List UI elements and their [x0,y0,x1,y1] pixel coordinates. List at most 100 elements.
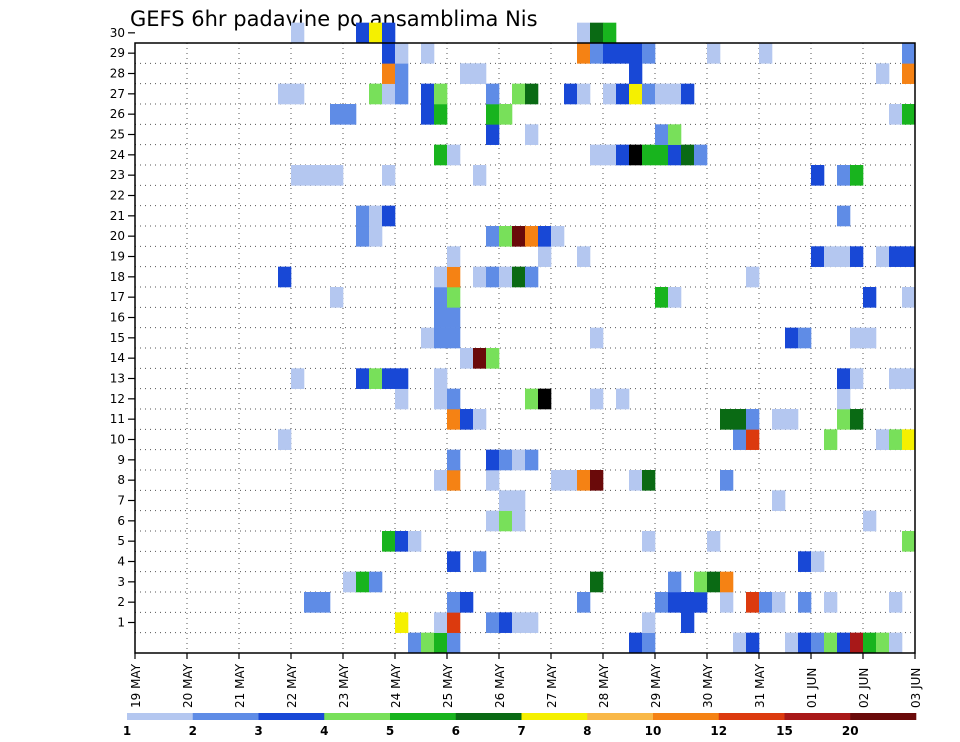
heatmap-cell [837,388,851,410]
heatmap-cell [330,287,344,308]
y-tick-label: 26 [110,107,125,121]
colorbar-label: 12 [710,724,727,738]
heatmap-cell [460,63,474,84]
x-tick-label: 27 MAY [545,663,559,708]
heatmap-cell [837,165,851,186]
heatmap-cell [642,144,656,166]
colorbar-swatch [324,713,391,720]
y-tick-label: 4 [117,555,125,569]
heatmap-cell [681,592,695,613]
heatmap-cell [356,205,370,227]
heatmap-cell [850,368,864,389]
heatmap-cell [798,327,812,349]
heatmap-cell [889,368,903,389]
heatmap-cell [486,124,500,145]
y-tick-label: 2 [117,595,125,609]
colorbar-swatch [653,713,720,720]
y-tick-label: 19 [110,250,125,264]
heatmap-cell [382,205,396,227]
y-tick-label: 21 [110,209,125,223]
heatmap-cell [642,470,656,491]
heatmap-cell [642,632,656,654]
heatmap-cell [746,266,760,288]
heatmap-cell [850,409,864,430]
heatmap-cell [733,409,747,430]
heatmap-cell [395,43,409,64]
heatmap-cell [369,226,383,247]
heatmap-cell [720,409,734,430]
heatmap-cell [330,104,344,125]
heatmap-cell [447,551,461,572]
heatmap-cell [317,165,331,186]
heatmap-cell [343,104,357,125]
y-tick-label: 25 [110,128,125,142]
heatmap-cell [577,22,591,44]
heatmap-cell [525,83,539,105]
heatmap-cell [551,470,565,491]
heatmap-cell [356,571,370,593]
heatmap-cell [538,388,552,410]
heatmap-cell [902,531,916,552]
y-tick-label: 30 [110,26,125,40]
heatmap-cell [512,490,526,511]
heatmap-cell [811,632,825,654]
colorbar-label: 1 [123,724,131,738]
heatmap-cell [746,409,760,430]
x-axis: 19 MAY 20 MAY 21 MAY 22 MAY 23 MAY 24 MAY 25 M… [129,653,923,708]
heatmap-cell [512,266,526,288]
colorbar-swatch [390,713,457,720]
heatmap-cell [850,632,864,654]
heatmap-cell [434,104,448,125]
heatmap-cell [473,63,487,84]
heatmap-cell [681,83,695,105]
heatmap-cell [447,307,461,328]
x-tick-label: 28 MAY [597,663,611,708]
heatmap-cell [499,104,513,125]
heatmap-cell [434,266,448,288]
heatmap-cell [850,246,864,267]
heatmap-cell [876,429,890,450]
heatmap-cell [486,266,500,288]
y-axis: 1234567891011121314151617181920212223242… [110,26,135,630]
y-tick-label: 1 [117,616,125,630]
heatmap-cell [447,612,461,633]
x-tick-label: 29 MAY [649,663,663,708]
chart-title: GEFS 6hr padavine po ansamblima Nis [130,7,538,31]
heatmap-cell [863,327,877,349]
heatmap-cell [629,470,643,491]
heatmap-cell [902,287,916,308]
y-tick-label: 13 [110,372,125,386]
colorbar-swatch [258,713,325,720]
heatmap-cell [369,571,383,593]
heatmap-cell [655,124,669,145]
heatmap-cell [720,571,734,593]
heatmap-cell [278,83,292,105]
y-tick-label: 24 [110,148,125,162]
heatmap-cell [369,205,383,227]
colorbar-label: 2 [189,724,197,738]
heatmap-cell [902,246,916,267]
heatmap-cell [668,592,682,613]
heatmap-cell [629,83,643,105]
heatmap-cell [525,226,539,247]
heatmap-cell [681,612,695,633]
heatmap-cell [876,632,890,654]
heatmap-cell [291,83,305,105]
heatmap-cell [304,592,318,613]
heatmap-cell [759,43,773,64]
y-tick-label: 12 [110,392,125,406]
heatmap-cell [499,449,513,471]
heatmap-cell [746,632,760,654]
heatmap-cell [434,307,448,328]
heatmap-cell [525,388,539,410]
heatmap-cell [356,368,370,389]
heatmap-cell [447,449,461,471]
x-tick-label: 22 MAY [285,663,299,708]
heatmap-cell [811,551,825,572]
heatmap-cell [447,246,461,267]
heatmap-cell [668,83,682,105]
colorbar-label: 8 [583,724,591,738]
heatmap-cell [590,571,604,593]
heatmap-cell [473,409,487,430]
heatmap-cell [382,22,396,44]
